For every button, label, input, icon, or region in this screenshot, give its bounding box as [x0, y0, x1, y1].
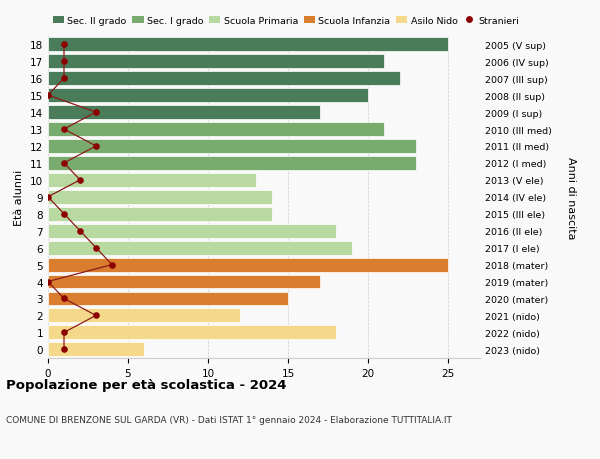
Point — [75, 228, 85, 235]
Bar — [48, 207, 272, 221]
Bar — [48, 258, 448, 272]
Y-axis label: Età alunni: Età alunni — [14, 169, 25, 225]
Y-axis label: Anni di nascita: Anni di nascita — [566, 156, 575, 239]
Bar — [48, 190, 272, 204]
Bar — [48, 38, 448, 52]
Point — [59, 295, 69, 302]
Point — [59, 329, 69, 336]
Bar — [48, 326, 336, 340]
Point — [43, 194, 53, 201]
Bar — [48, 241, 352, 255]
Point — [59, 41, 69, 49]
Point — [59, 75, 69, 83]
Bar — [48, 224, 336, 238]
Point — [107, 261, 117, 269]
Text: COMUNE DI BRENZONE SUL GARDA (VR) - Dati ISTAT 1° gennaio 2024 - Elaborazione TU: COMUNE DI BRENZONE SUL GARDA (VR) - Dati… — [6, 415, 452, 425]
Point — [43, 92, 53, 100]
Point — [91, 245, 101, 252]
Bar — [48, 309, 240, 323]
Point — [59, 126, 69, 134]
Legend: Sec. II grado, Sec. I grado, Scuola Primaria, Scuola Infanzia, Asilo Nido, Stran: Sec. II grado, Sec. I grado, Scuola Prim… — [53, 17, 518, 26]
Text: Popolazione per età scolastica - 2024: Popolazione per età scolastica - 2024 — [6, 379, 287, 392]
Bar — [48, 174, 256, 187]
Bar — [48, 72, 400, 86]
Bar — [48, 157, 416, 170]
Point — [91, 312, 101, 319]
Bar — [48, 89, 368, 103]
Bar — [48, 123, 384, 137]
Bar — [48, 140, 416, 154]
Bar — [48, 292, 288, 306]
Bar — [48, 342, 144, 357]
Bar — [48, 55, 384, 69]
Point — [91, 143, 101, 150]
Point — [59, 346, 69, 353]
Point — [43, 278, 53, 285]
Point — [91, 109, 101, 117]
Point — [59, 211, 69, 218]
Bar — [48, 275, 320, 289]
Point — [59, 160, 69, 167]
Bar — [48, 106, 320, 120]
Point — [59, 58, 69, 66]
Point — [75, 177, 85, 184]
